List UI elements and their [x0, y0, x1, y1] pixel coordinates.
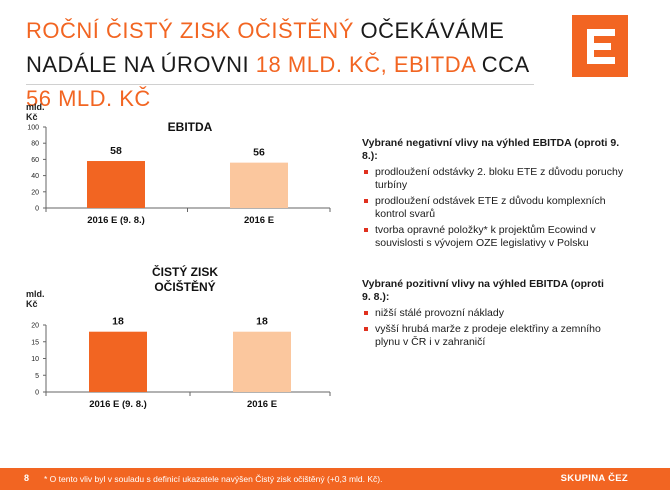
ebitda-data-label: 56 — [253, 147, 265, 159]
ebitda-category-label: 2016 E — [244, 215, 274, 226]
title-highlight-3: 56 MLD. KČ — [26, 86, 151, 111]
footer-bar: 8 * O tento vliv byl v souladu s definic… — [0, 468, 670, 490]
footnote: * O tento vliv byl v souladu s definicí … — [44, 474, 383, 484]
ebitda-data-label: 58 — [110, 145, 122, 157]
positive-influences-list: nižší stálé provozní náklady vyšší hrubá… — [362, 307, 612, 349]
title-highlight-1: ROČNÍ ČISTÝ ZISK OČIŠTĚNÝ — [26, 18, 354, 43]
net-income-category-label: 2016 E (9. 8.) — [89, 399, 147, 410]
negative-influences-heading: Vybrané negativní vlivy na výhled EBITDA… — [362, 137, 620, 162]
brand-name: SKUPINA ČEZ — [560, 473, 628, 484]
negative-influences: Vybrané negativní vlivy na výhled EBITDA… — [362, 137, 634, 253]
net-income-chart-title: ČISTÝ ZISK OČIŠTĚNÝ — [130, 265, 240, 295]
net-income-data-label: 18 — [112, 316, 124, 328]
title-text-1: OČEKÁVÁME NADÁLE NA ÚROVNI — [26, 18, 505, 77]
net-income-category-label: 2016 E — [247, 399, 277, 410]
list-item: prodloužení odstávek ETE z důvodu komple… — [362, 195, 634, 221]
ebitda-y-tick-label: 60 — [31, 157, 39, 164]
ebitda-y-tick-label: 100 — [27, 125, 39, 132]
page-title: ROČNÍ ČISTÝ ZISK OČIŠTĚNÝ OČEKÁVÁME NADÁ… — [26, 14, 546, 116]
ebitda-category-label: 2016 E (9. 8.) — [87, 215, 145, 226]
ebitda-y-tick-label: 20 — [31, 189, 39, 196]
net-income-y-tick-label: 0 — [35, 390, 39, 397]
net-income-bar — [89, 331, 147, 392]
positive-influences-heading: Vybrané pozitivní vlivy na výhled EBITDA… — [362, 278, 604, 303]
negative-influences-list: prodloužení odstávky 2. bloku ETE z důvo… — [362, 166, 634, 250]
title-highlight-2: 18 MLD. KČ, EBITDA — [255, 52, 476, 77]
net-income-y-tick-label: 15 — [31, 339, 39, 346]
list-item: nižší stálé provozní náklady — [362, 307, 612, 320]
net-income-data-label: 18 — [256, 316, 268, 328]
title-text-2: CCA — [475, 52, 529, 77]
positive-influences: Vybrané pozitivní vlivy na výhled EBITDA… — [362, 278, 612, 352]
ebitda-bar — [87, 161, 145, 208]
list-item: prodloužení odstávky 2. bloku ETE z důvo… — [362, 166, 634, 192]
net-income-bar — [233, 331, 291, 392]
page-number: 8 — [24, 473, 30, 483]
list-item: vyšší hrubá marže z prodeje elektřiny a … — [362, 323, 612, 349]
net-income-chart-title-line-2: OČIŠTĚNÝ — [154, 280, 216, 294]
cez-logo-icon — [572, 15, 628, 77]
ebitda-chart-ylabel: mld. Kč — [26, 102, 45, 122]
net-income-chart-ylabel: mld. Kč — [26, 289, 45, 309]
net-income-chart-title-line-1: ČISTÝ ZISK — [151, 265, 218, 279]
title-divider — [26, 84, 534, 85]
net-income-y-tick-label: 5 — [35, 373, 39, 380]
ebitda-y-tick-label: 80 — [31, 141, 39, 148]
net-income-y-tick-label: 20 — [31, 323, 39, 330]
ebitda-chart-title: EBITDA — [167, 120, 213, 134]
ebitda-y-tick-label: 0 — [35, 206, 39, 213]
net-income-y-tick-label: 10 — [31, 356, 39, 363]
list-item: tvorba opravné položky* k projektům Ecow… — [362, 224, 634, 250]
ebitda-bar — [230, 162, 288, 208]
ebitda-y-tick-label: 40 — [31, 173, 39, 180]
